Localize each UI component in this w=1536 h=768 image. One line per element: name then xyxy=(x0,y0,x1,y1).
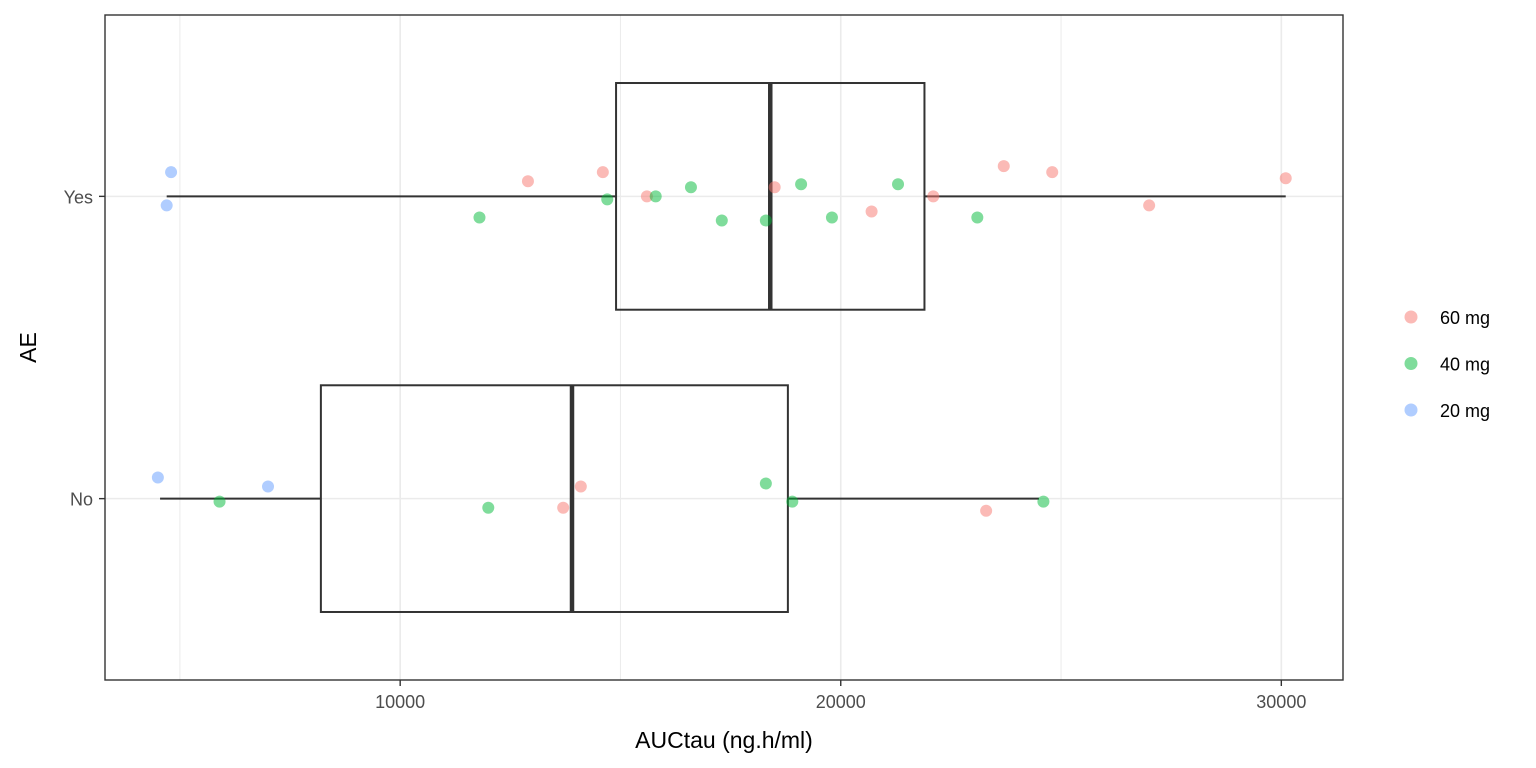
data-point xyxy=(865,205,878,218)
legend-key xyxy=(1404,403,1418,417)
data-point xyxy=(473,211,486,224)
data-point xyxy=(640,190,653,203)
legend: 60 mg 40 mg 20 mg xyxy=(1404,308,1490,421)
legend-key xyxy=(1404,310,1418,324)
x-axis-title: AUCtau (ng.h/ml) xyxy=(635,727,813,753)
data-point xyxy=(892,178,905,191)
panel-border xyxy=(104,14,1344,681)
x-tick-label: 30000 xyxy=(1256,692,1306,712)
data-point xyxy=(165,166,178,179)
data-point xyxy=(521,175,534,188)
data-point xyxy=(980,504,993,517)
legend-entry: 40 mg xyxy=(1404,355,1490,375)
data-point xyxy=(160,199,173,212)
data-point xyxy=(1279,172,1292,185)
legend-label: 40 mg xyxy=(1440,355,1490,375)
data-point xyxy=(971,211,984,224)
data-point xyxy=(759,477,772,490)
data-point xyxy=(759,214,772,227)
box-yes xyxy=(166,82,1286,311)
data-point xyxy=(574,480,587,493)
y-tick-label: No xyxy=(70,490,93,510)
grid xyxy=(105,15,1343,680)
boxes xyxy=(160,82,1286,613)
data-point xyxy=(596,166,609,179)
data-point xyxy=(262,480,275,493)
legend-label: 20 mg xyxy=(1440,401,1490,421)
x-tick-label: 10000 xyxy=(375,692,425,712)
data-point xyxy=(1046,166,1059,179)
data-point xyxy=(786,495,799,508)
data-point xyxy=(482,501,495,514)
legend-entry: 20 mg xyxy=(1404,401,1490,421)
legend-label: 60 mg xyxy=(1440,308,1490,328)
legend-entry: 60 mg xyxy=(1404,308,1490,328)
y-axis-title: AE xyxy=(15,332,41,363)
data-point xyxy=(1037,495,1050,508)
data-point xyxy=(1143,199,1156,212)
data-point xyxy=(151,471,164,484)
data-point xyxy=(825,211,838,224)
legend-key xyxy=(1404,357,1418,370)
data-point xyxy=(649,190,662,203)
axes: 10000 20000 30000 No Yes xyxy=(64,187,1307,712)
data-point xyxy=(213,495,226,508)
data-point xyxy=(601,193,614,206)
data-point xyxy=(684,181,697,194)
x-tick-label: 20000 xyxy=(816,692,866,712)
data-point xyxy=(768,181,781,194)
data-point xyxy=(997,160,1010,173)
y-tick-label: Yes xyxy=(64,187,93,207)
data-point xyxy=(795,178,808,191)
data-points xyxy=(151,160,1292,517)
data-point xyxy=(715,214,728,227)
data-point xyxy=(557,501,570,514)
data-point xyxy=(927,190,940,203)
